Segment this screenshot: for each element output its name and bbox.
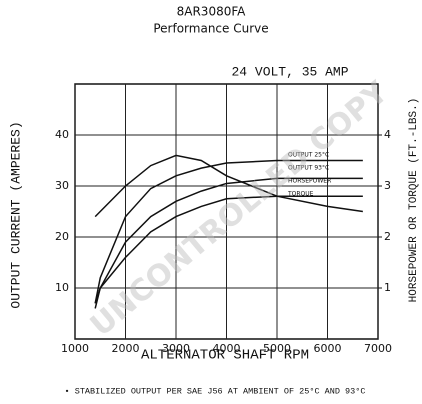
chart-title: 8AR3080FA: [177, 5, 247, 19]
y2-tick-label: 3: [384, 179, 391, 192]
y2-tick-label: 1: [384, 281, 391, 294]
annotation: 24 VOLT, 35 AMP: [231, 64, 348, 79]
x-tick-label: 5000: [263, 342, 291, 355]
y2-axis-label: HORSEPOWER OR TORQUE (FT.-LBS.): [408, 98, 420, 303]
legend-label: OUTPUT 93°C: [288, 165, 329, 172]
y2-tick-label: 4: [384, 128, 391, 141]
legend-label: TORQUE: [287, 191, 314, 198]
y2-tick-label: 2: [384, 230, 391, 243]
y-tick-label: 20: [55, 230, 69, 243]
x-tick-label: 2000: [112, 342, 140, 355]
x-tick-label: 6000: [314, 342, 342, 355]
x-axis-label: ALTERNATOR SHAFT RPM: [141, 348, 309, 364]
x-tick-label: 1000: [61, 342, 89, 355]
chart-subtitle: Performance Curve: [153, 22, 268, 36]
x-tick-label: 4000: [213, 342, 241, 355]
y-tick-label: 40: [55, 128, 69, 141]
series-line: [94, 154, 363, 218]
y-axis-label: OUTPUT CURRENT (AMPERES): [8, 121, 23, 308]
legend-label: OUTPUT 25°C: [288, 152, 329, 159]
x-tick-label: 7000: [364, 342, 392, 355]
y-tick-label: 30: [55, 179, 69, 192]
series-line: [94, 159, 363, 304]
footnote: • STABILIZED OUTPUT PER SAE J56 AT AMBIE…: [65, 386, 366, 396]
series-line: [94, 195, 363, 304]
x-tick-label: 3000: [162, 342, 190, 355]
legend-label: HORSEPOWER: [288, 178, 331, 185]
series-line: [94, 177, 363, 309]
y-tick-label: 10: [55, 281, 69, 294]
